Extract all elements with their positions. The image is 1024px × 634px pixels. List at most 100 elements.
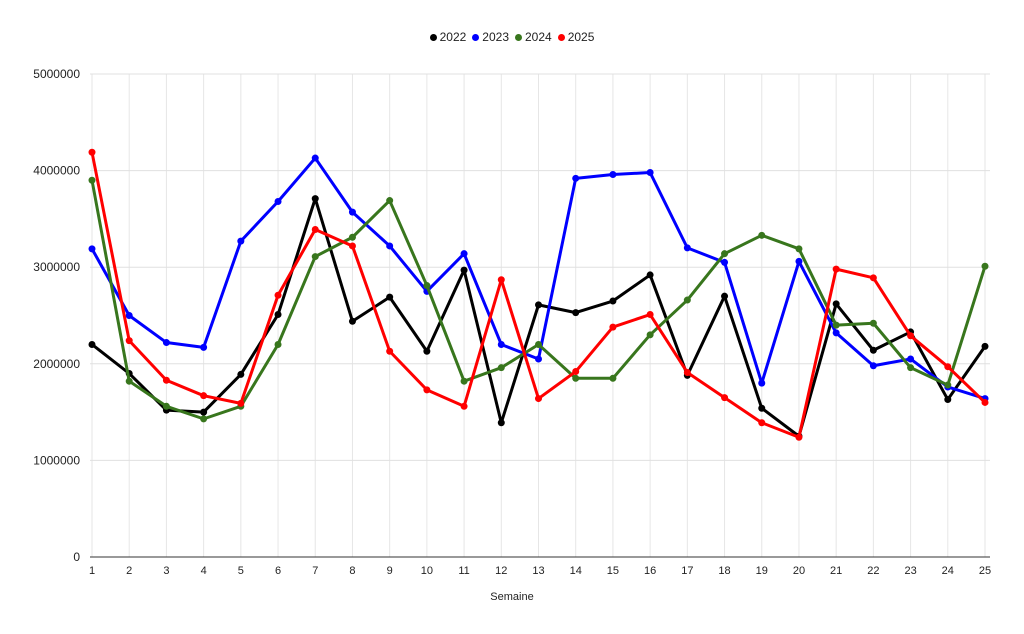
data-point-2025 <box>274 291 282 299</box>
data-point-2023 <box>88 245 96 253</box>
x-tick-label: 2 <box>126 565 132 577</box>
data-point-2022 <box>535 301 542 309</box>
data-point-2023 <box>758 379 766 387</box>
x-tick-label: 18 <box>718 565 730 577</box>
data-point-2024 <box>795 245 803 253</box>
data-point-2025 <box>869 274 877 282</box>
x-tick-label: 4 <box>201 565 207 577</box>
data-point-2023 <box>200 343 208 351</box>
data-point-2023 <box>162 339 170 347</box>
data-point-2022 <box>88 340 96 348</box>
data-point-2025 <box>907 332 915 340</box>
data-point-2024 <box>125 377 133 385</box>
data-point-2024 <box>200 415 208 423</box>
x-tick-label: 12 <box>495 565 507 577</box>
data-point-2025 <box>795 433 803 441</box>
data-point-2024 <box>274 340 282 348</box>
data-point-2022 <box>758 404 766 412</box>
data-point-2023 <box>683 244 691 252</box>
x-tick-label: 11 <box>458 565 469 577</box>
x-tick-label: 21 <box>830 565 842 577</box>
data-point-2025 <box>944 363 952 371</box>
data-point-2025 <box>758 419 766 427</box>
data-point-2025 <box>348 242 356 250</box>
data-point-2024 <box>423 282 431 290</box>
data-point-2022 <box>348 317 356 325</box>
data-point-2022 <box>869 346 877 354</box>
x-tick-label: 8 <box>349 565 355 577</box>
x-tick-label: 24 <box>942 565 954 577</box>
data-point-2025 <box>162 376 170 384</box>
data-point-2022 <box>200 408 208 416</box>
data-point-2025 <box>535 395 542 403</box>
legend: 2022 2023 2024 2025 <box>0 30 1024 44</box>
x-tick-label: 14 <box>570 565 582 577</box>
x-tick-label: 1 <box>89 565 95 577</box>
legend-marker-2023 <box>472 33 480 41</box>
data-point-2022 <box>497 419 505 427</box>
data-point-2022 <box>646 271 654 279</box>
x-tick-label: 3 <box>163 565 169 577</box>
data-point-2023 <box>125 312 133 319</box>
data-point-2022 <box>460 266 468 274</box>
data-point-2022 <box>981 342 989 350</box>
data-point-2025 <box>200 392 208 400</box>
legend-item-2025[interactable]: 2025 <box>557 30 594 44</box>
data-point-2024 <box>646 331 654 339</box>
data-point-2025 <box>572 368 580 376</box>
data-point-2025 <box>237 399 245 407</box>
x-axis-title: Semaine <box>490 591 534 603</box>
data-point-2024 <box>311 253 319 261</box>
x-tick-label: 25 <box>979 565 991 577</box>
data-point-2025 <box>497 276 505 284</box>
data-point-2024 <box>721 250 729 258</box>
data-point-2022 <box>721 292 729 300</box>
data-point-2024 <box>758 231 766 239</box>
x-tick-label: 16 <box>644 565 656 577</box>
data-point-2023 <box>535 355 542 363</box>
x-tick-label: 17 <box>681 565 693 577</box>
x-tick-label: 22 <box>867 565 879 577</box>
data-point-2024 <box>981 262 989 270</box>
data-point-2024 <box>88 176 96 184</box>
data-point-2022 <box>237 370 245 378</box>
data-point-2025 <box>460 402 468 410</box>
data-point-2023 <box>460 250 468 258</box>
data-point-2025 <box>386 347 394 355</box>
data-point-2024 <box>497 364 505 372</box>
data-point-2023 <box>832 329 840 337</box>
data-point-2025 <box>125 337 133 345</box>
data-point-2025 <box>646 311 654 319</box>
data-point-2025 <box>423 386 431 394</box>
data-point-2023 <box>311 154 319 162</box>
legend-marker-2024 <box>515 33 522 41</box>
x-tick-label: 10 <box>421 565 433 577</box>
data-point-2023 <box>907 355 915 363</box>
legend-item-2022[interactable]: 2022 <box>429 30 466 44</box>
data-point-2025 <box>609 323 617 331</box>
data-point-2023 <box>237 237 245 245</box>
x-tick-label: 7 <box>312 565 318 577</box>
x-tick-label: 6 <box>275 565 281 577</box>
data-point-2022 <box>609 297 617 305</box>
data-point-2024 <box>535 340 542 348</box>
data-point-2023 <box>386 242 394 250</box>
data-point-2023 <box>795 257 803 265</box>
x-tick-label: 13 <box>532 565 544 577</box>
x-tick-label: 15 <box>607 565 619 577</box>
data-point-2022 <box>386 293 394 301</box>
legend-marker-2025 <box>557 33 565 41</box>
data-point-2023 <box>609 170 617 178</box>
legend-item-2024[interactable]: 2024 <box>515 30 552 44</box>
legend-item-2023[interactable]: 2023 <box>472 30 509 44</box>
y-tick-label: 4000000 <box>33 164 80 178</box>
x-tick-label: 23 <box>904 565 916 577</box>
data-point-2023 <box>646 169 654 177</box>
data-point-2024 <box>460 377 468 385</box>
data-point-2024 <box>832 321 840 329</box>
y-tick-label: 3000000 <box>33 260 80 274</box>
data-point-2022 <box>944 396 952 404</box>
data-point-2025 <box>683 368 691 376</box>
